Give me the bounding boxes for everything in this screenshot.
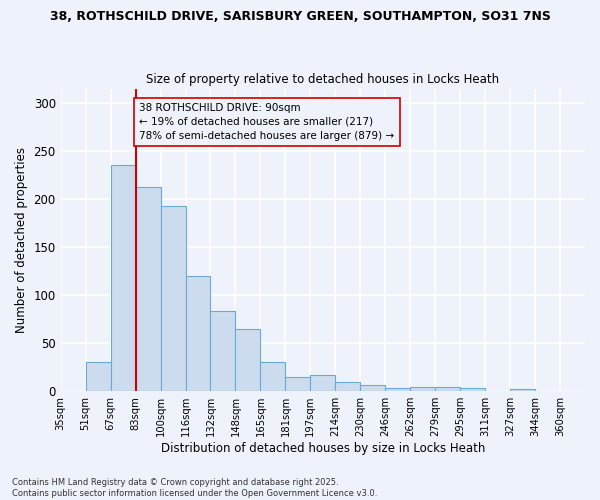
Text: Contains HM Land Registry data © Crown copyright and database right 2025.
Contai: Contains HM Land Registry data © Crown c… [12,478,377,498]
Bar [235,329,260,391]
Bar [161,206,185,391]
Bar [410,388,435,391]
Text: 38, ROTHSCHILD DRIVE, SARISBURY GREEN, SOUTHAMPTON, SO31 7NS: 38, ROTHSCHILD DRIVE, SARISBURY GREEN, S… [50,10,550,23]
Bar [310,375,335,391]
Bar [211,312,235,391]
Bar [460,388,485,391]
Bar [286,377,310,391]
Title: Size of property relative to detached houses in Locks Heath: Size of property relative to detached ho… [146,73,499,86]
Bar [136,186,161,391]
Bar [510,390,535,391]
Bar [360,386,385,391]
Bar [86,362,110,391]
X-axis label: Distribution of detached houses by size in Locks Heath: Distribution of detached houses by size … [161,442,485,455]
Bar [110,166,136,391]
Bar [385,388,410,391]
Bar [435,388,460,391]
Bar [260,362,286,391]
Y-axis label: Number of detached properties: Number of detached properties [15,147,28,333]
Bar [185,276,211,391]
Bar [335,382,360,391]
Text: 38 ROTHSCHILD DRIVE: 90sqm
← 19% of detached houses are smaller (217)
78% of sem: 38 ROTHSCHILD DRIVE: 90sqm ← 19% of deta… [139,103,394,141]
